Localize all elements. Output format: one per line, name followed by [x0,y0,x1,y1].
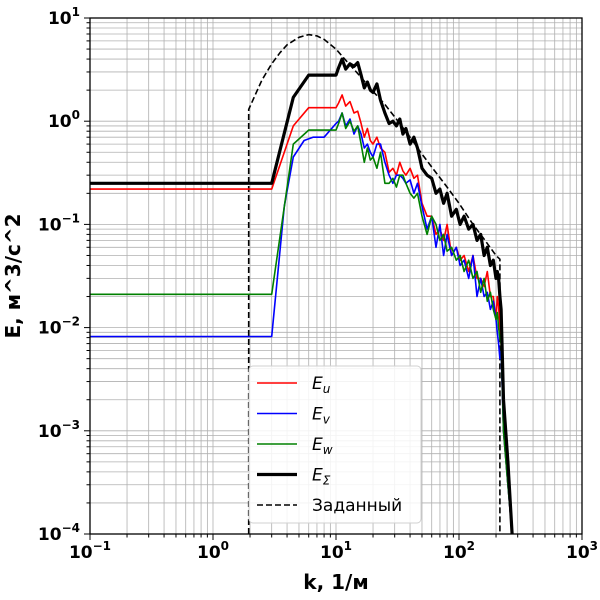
legend-entry-label: Eu [312,374,331,396]
ticks [84,17,583,540]
x-tick-label: 10−1 [69,539,111,563]
legend-box [248,365,422,524]
x-tick-labels: 10−1 100 101 102 103 [69,539,598,563]
series-line-2 [90,112,513,534]
x-tick-label: 102 [443,539,475,563]
series-line-3 [90,57,514,534]
x-tick-label: 101 [320,539,352,563]
y-tick-labels: 10−4 10−3 10−2 10−1 100 101 [38,5,80,545]
legend-entry-label: Ew [312,435,333,457]
legend-entry-label: EΣ [312,466,331,488]
series-layer [90,33,514,534]
x-tick-label: 100 [197,539,229,563]
y-tick-label: 10−3 [38,418,80,442]
x-tick-label: 103 [566,539,598,563]
y-tick-label: 10−2 [38,315,80,339]
y-axis-label: E, м^3/с^2 [1,213,25,338]
legend-entry-label: Заданный [312,496,402,516]
series-line-4 [247,33,501,534]
y-tick-label: 101 [48,5,80,29]
y-tick-label: 10−4 [38,521,80,545]
x-axis-label: k, 1/м [303,570,368,594]
legend: Eu Ev Ew EΣ Заданный [248,365,422,524]
y-tick-label: 10−1 [38,211,80,235]
y-tick-label: 100 [48,108,80,132]
legend-entry-label: Ev [312,405,331,427]
